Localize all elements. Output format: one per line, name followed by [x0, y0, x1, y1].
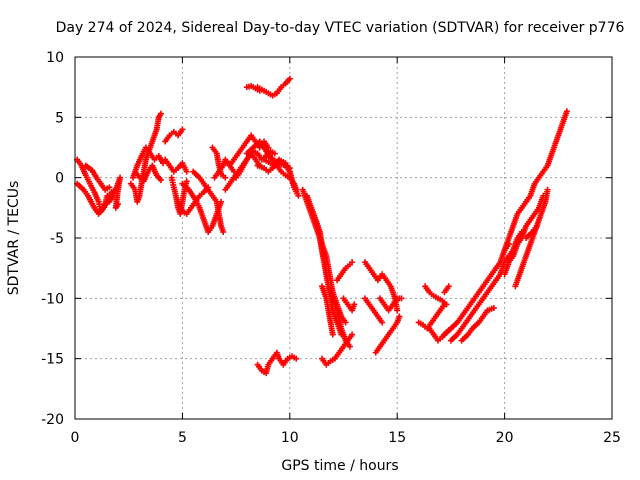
data-point: [544, 186, 551, 193]
data-point: [349, 259, 356, 266]
x-tick-label: 0: [71, 430, 80, 446]
data-point: [346, 343, 353, 350]
data-point: [338, 331, 345, 338]
y-tick-label: -20: [41, 412, 64, 428]
data-point: [443, 301, 450, 308]
y-tick-label: -10: [41, 291, 64, 307]
data-point: [157, 110, 164, 117]
data-point: [220, 228, 227, 235]
data-point: [157, 177, 164, 184]
x-tick-label: 15: [388, 430, 406, 446]
data-point: [329, 331, 336, 338]
y-tick-label: 0: [55, 171, 64, 187]
data-point: [271, 150, 278, 157]
data-point: [445, 283, 452, 290]
data-point: [295, 192, 302, 199]
chart-title: Day 274 of 2024, Sidereal Day-to-day VTE…: [56, 20, 625, 36]
data-point: [349, 331, 356, 338]
data-points: [74, 75, 570, 377]
y-axis-label: SDTVAR / TECUs: [6, 181, 22, 296]
data-point: [398, 295, 405, 302]
data-point: [563, 108, 570, 115]
data-point: [533, 222, 540, 229]
y-tick-label: 10: [46, 50, 64, 66]
data-point: [256, 87, 263, 94]
y-tick-label: -5: [50, 231, 64, 247]
x-axis-label: GPS time / hours: [281, 458, 398, 474]
data-point: [394, 307, 401, 314]
data-point: [351, 301, 358, 308]
data-point: [106, 184, 113, 191]
data-point: [342, 319, 349, 326]
x-tick-label: 5: [178, 430, 187, 446]
ticks: 0 5 10 15 20 25 -20 -15 -10 -5 0 5 10: [41, 50, 621, 446]
data-point: [179, 126, 186, 133]
data-point: [293, 355, 300, 362]
data-point: [183, 178, 190, 185]
x-tick-label: 25: [603, 430, 621, 446]
data-point: [114, 201, 121, 208]
data-point: [396, 313, 403, 320]
y-tick-label: -15: [41, 352, 64, 368]
data-point: [183, 168, 190, 175]
data-point: [490, 304, 497, 311]
x-tick-label: 10: [281, 430, 299, 446]
data-point: [286, 75, 293, 82]
y-tick-label: 5: [55, 110, 64, 126]
x-tick-label: 20: [496, 430, 514, 446]
data-point: [160, 160, 167, 167]
data-point: [379, 319, 386, 326]
data-point: [222, 174, 229, 181]
